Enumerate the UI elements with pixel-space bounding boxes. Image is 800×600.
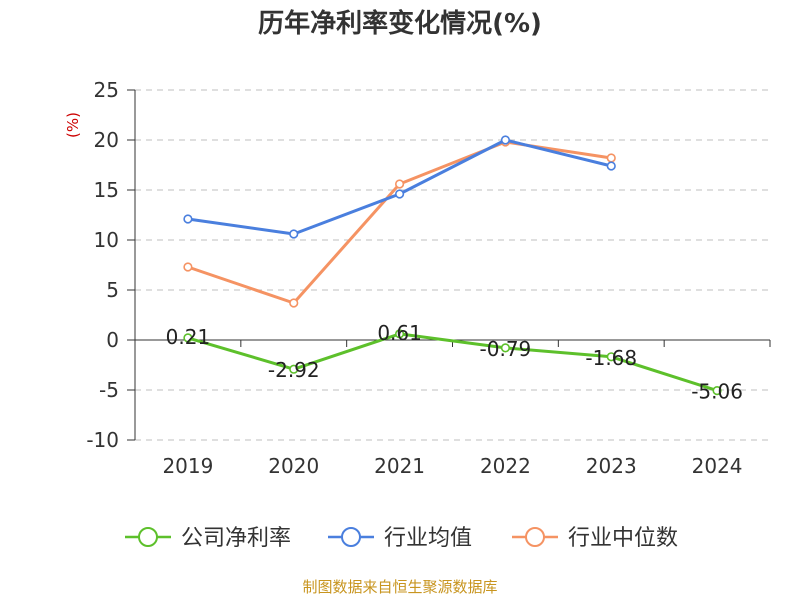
data-label: 0.21	[166, 325, 211, 349]
data-point	[183, 333, 193, 343]
y-tick-label: 0	[106, 328, 119, 352]
data-point	[183, 262, 193, 272]
y-tick-label: 25	[94, 78, 119, 102]
data-point	[606, 153, 616, 163]
legend-item[interactable]: 行业中位数	[512, 526, 678, 551]
data-label: -0.79	[480, 337, 532, 361]
source-note: 制图数据来自恒生聚源数据库	[302, 578, 497, 596]
legend-label: 行业中位数	[568, 526, 678, 551]
legend-item[interactable]: 公司净利率	[125, 526, 291, 551]
series-line	[187, 140, 612, 305]
series-line	[187, 332, 718, 393]
x-tick-label: 2023	[586, 454, 637, 478]
legend-swatch-marker	[138, 527, 158, 547]
y-tick-label: 5	[106, 278, 119, 302]
axes: 25 20 15 10 5 0 -5 -10 2019 2020 2021 2022 2023 2024	[86, 78, 771, 478]
grid-lines	[135, 89, 770, 441]
data-label: -5.06	[691, 380, 743, 404]
legend-swatch-marker	[341, 527, 361, 547]
data-point	[394, 189, 405, 199]
chart-title: 历年净利率变化情况(%)	[258, 8, 542, 39]
data-point	[394, 329, 405, 339]
legend-swatch-marker	[525, 527, 545, 547]
data-point	[183, 214, 193, 224]
data-point	[289, 298, 299, 308]
x-tick-label: 2019	[162, 454, 213, 478]
data-point	[712, 386, 722, 396]
data-label: -2.92	[268, 358, 320, 382]
data-point	[289, 364, 299, 374]
data-point	[500, 343, 511, 353]
x-tick-label: 2022	[480, 454, 531, 478]
y-tick-label: 15	[94, 178, 119, 202]
x-tick-label: 2021	[374, 454, 425, 478]
series-group	[183, 135, 722, 396]
data-point	[289, 229, 299, 239]
y-axis-unit-label: (%)	[64, 112, 82, 138]
legend-label: 行业均值	[384, 526, 472, 551]
data-point	[500, 135, 511, 145]
data-label: -1.68	[585, 346, 637, 370]
data-point	[606, 352, 616, 362]
data-point	[606, 161, 616, 171]
y-tick-label: -5	[99, 378, 119, 402]
x-tick-label: 2024	[692, 454, 743, 478]
x-tick-label: 2020	[268, 454, 319, 478]
y-tick-label: 10	[94, 228, 119, 252]
legend[interactable]: 公司净利率 行业均值 行业中位数	[125, 526, 678, 551]
y-tick-label: 20	[94, 128, 119, 152]
legend-item[interactable]: 行业均值	[328, 526, 472, 551]
data-label: 0.61	[377, 321, 422, 345]
data-point	[394, 179, 405, 189]
legend-label: 公司净利率	[181, 526, 291, 551]
y-tick-label: -10	[86, 428, 119, 452]
data-labels: 0.21 -2.92 0.61 -0.79 -1.68 -5.06	[166, 321, 743, 404]
